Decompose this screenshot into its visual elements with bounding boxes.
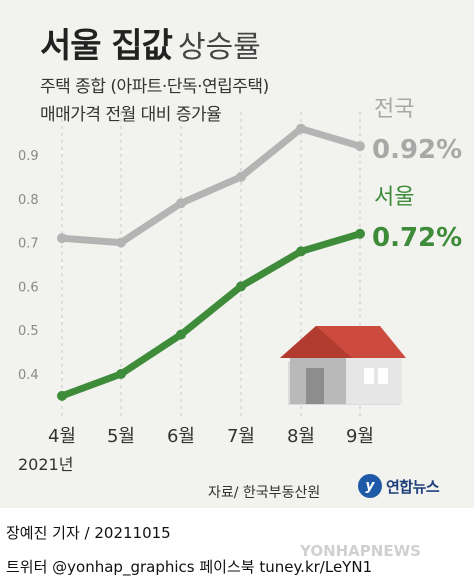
- grid-layer: [61, 112, 361, 420]
- watermark: YONHAPNEWS: [300, 542, 421, 560]
- y-tick-label: 0.8: [18, 193, 39, 208]
- line-chart: 0.9 0.8 0.7 0.6 0.5 0.4 전국 0.92% 서울 0.72% 4월 5월 6월…: [18, 97, 462, 474]
- x-tick-label: 5월: [107, 426, 135, 447]
- infographic-card: 서울 집값 상승률 주택 종합 (아파트·단독·연립주택) 매매가격 전월 대비 …: [0, 0, 474, 508]
- yonhap-logo: y 연합뉴스: [358, 474, 440, 498]
- x-tick-label: 6월: [167, 426, 195, 447]
- y-tick-label: 0.9: [18, 149, 39, 164]
- data-point: [355, 141, 365, 152]
- series-name-label: 전국: [374, 97, 414, 122]
- subtitle-line1: 주택 종합 (아파트·단독·연립주택): [40, 77, 269, 97]
- credit-line1: 장예진 기자 / 20211015: [6, 524, 171, 542]
- title-bold: 서울 집값: [40, 26, 173, 66]
- year-label: 2021년: [18, 455, 73, 474]
- data-point: [116, 237, 126, 248]
- x-tick-label: 7월: [227, 426, 255, 447]
- x-tick-label: 4월: [48, 426, 76, 447]
- subtitle-line2: 매매가격 전월 대비 증가율: [40, 105, 222, 125]
- data-point: [57, 390, 67, 401]
- y-tick-label: 0.7: [18, 237, 39, 252]
- credit-line2: 트위터 @yonhap_graphics 페이스북 tuney.kr/LeYN1: [6, 558, 373, 576]
- data-point: [116, 369, 126, 379]
- series-line-1: [58, 230, 364, 400]
- data-point: [176, 329, 186, 340]
- x-tick-label: 8월: [287, 426, 315, 447]
- data-point: [236, 281, 246, 292]
- y-tick-label: 0.5: [18, 324, 39, 339]
- series-line-0: [58, 125, 364, 247]
- y-tick-layer: 0.9 0.8 0.7 0.6 0.5 0.4: [18, 149, 39, 383]
- x-tick-layer: 4월 5월 6월 7월 8월 9월: [48, 426, 374, 447]
- source-note: 자료/ 한국부동산원: [208, 485, 321, 501]
- series-name-label: 서울: [374, 185, 414, 210]
- data-point: [176, 198, 186, 209]
- series-value-label: 0.72%: [372, 223, 462, 253]
- series-layer: 전국 0.92% 서울 0.72%: [57, 97, 462, 401]
- data-point: [57, 233, 67, 244]
- logo-text: 연합뉴스: [386, 477, 440, 496]
- yonhap-logo-icon: y: [358, 474, 382, 498]
- data-point: [296, 246, 306, 257]
- y-tick-label: 0.6: [18, 280, 39, 295]
- chart-title: 서울 집값 상승률: [40, 18, 261, 67]
- data-point: [355, 228, 365, 239]
- series-value-label: 0.92%: [372, 135, 462, 165]
- title-light: 상승률: [177, 30, 261, 65]
- data-point: [236, 171, 246, 182]
- x-tick-label: 9월: [346, 426, 374, 447]
- y-tick-label: 0.4: [18, 368, 39, 383]
- house-icon: [280, 326, 406, 405]
- data-point: [296, 123, 306, 134]
